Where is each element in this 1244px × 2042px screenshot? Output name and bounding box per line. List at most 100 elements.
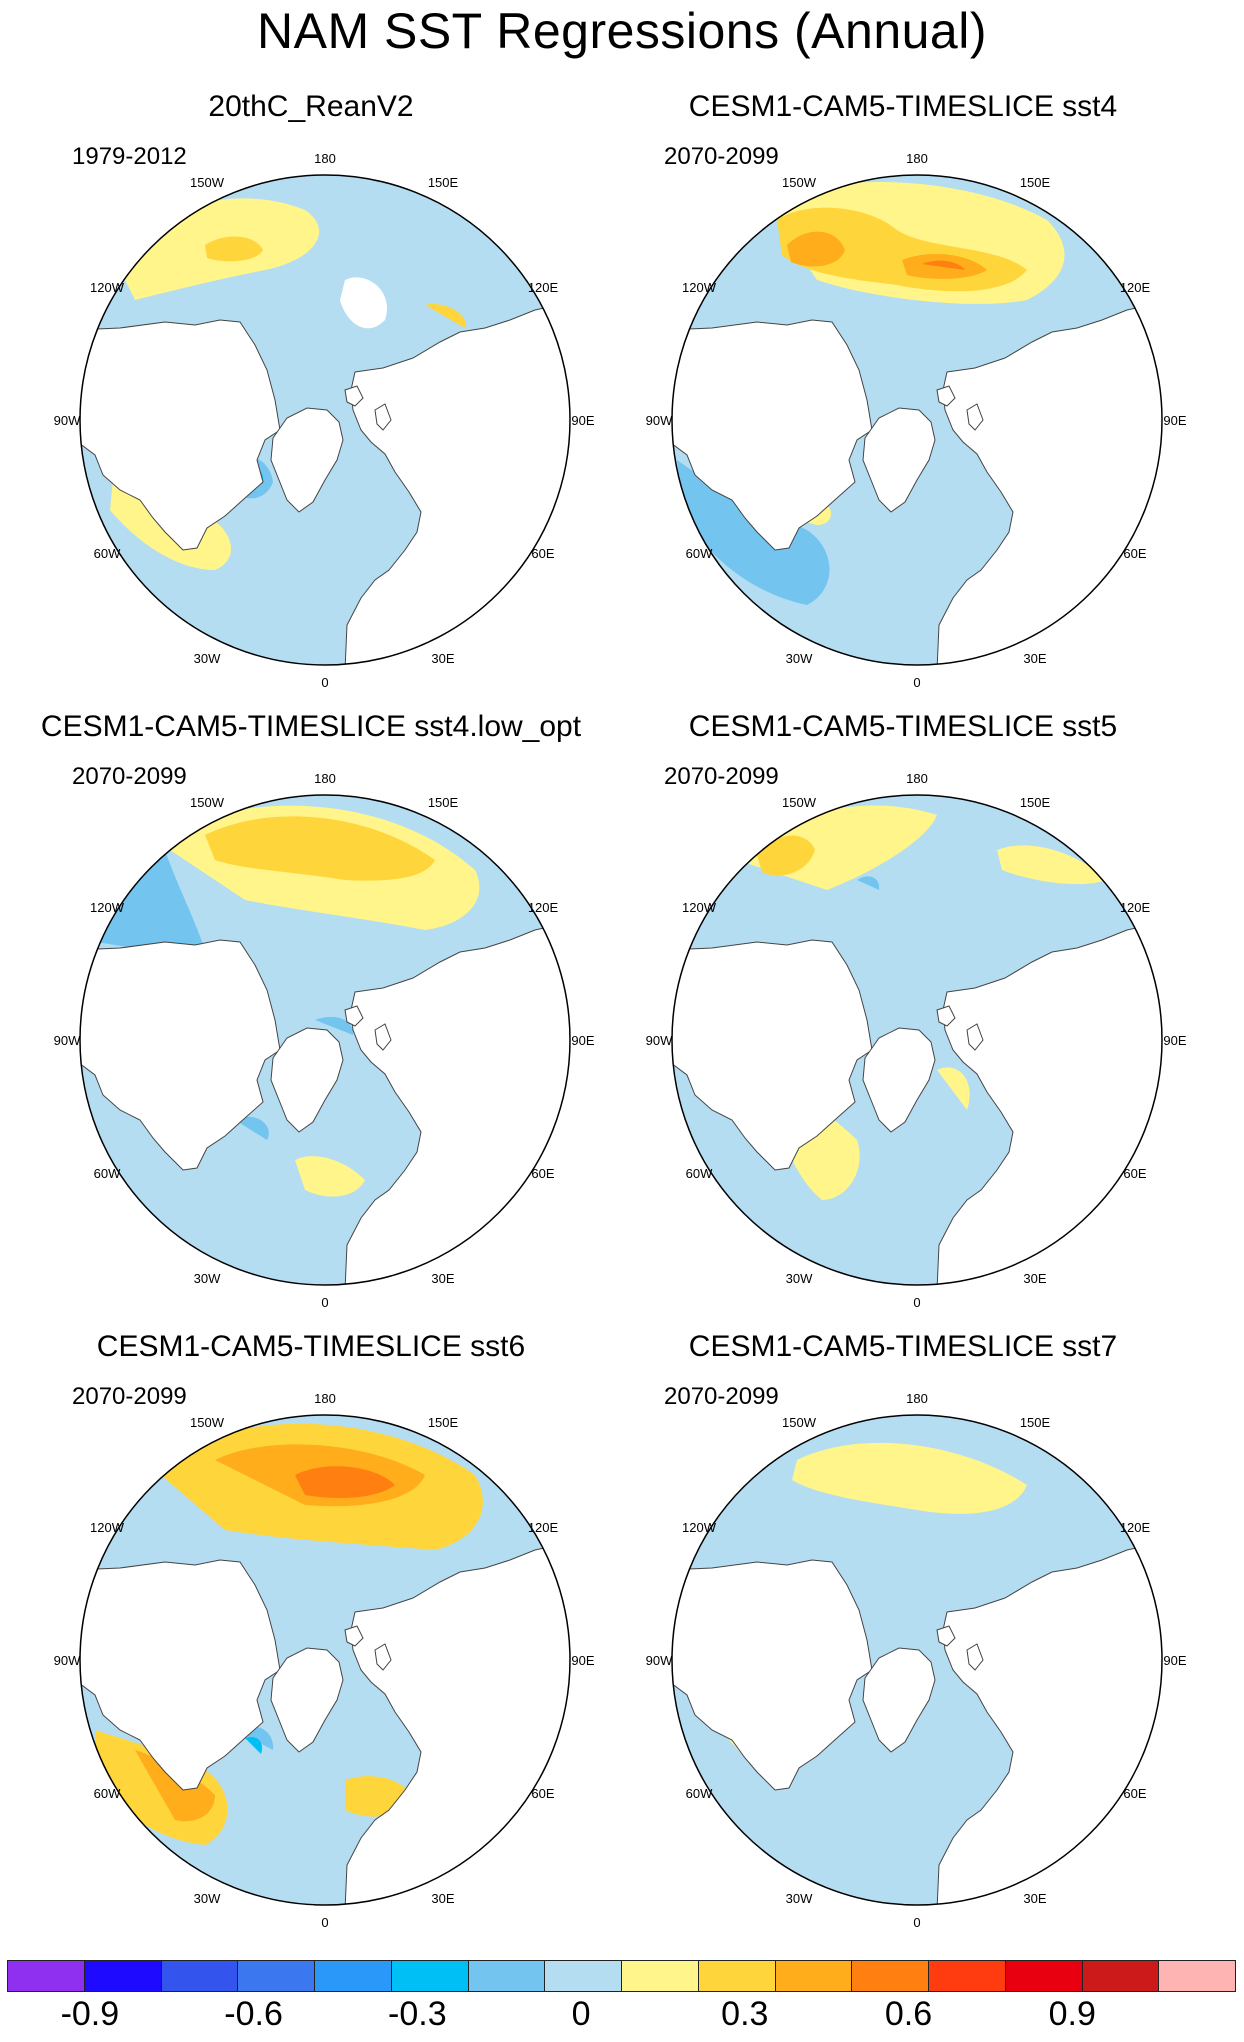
longitude-label: 30W: [194, 1271, 221, 1286]
longitude-label: 30E: [431, 1891, 454, 1906]
colorbar-swatch: [851, 1960, 929, 1992]
longitude-label: 180: [314, 151, 336, 166]
figure-title: NAM SST Regressions (Annual): [256, 3, 987, 59]
landmass: [344, 1005, 364, 1027]
panel-title: CESM1-CAM5-TIMESLICE sst5: [688, 710, 1118, 743]
longitude-label: 0: [913, 1295, 920, 1310]
longitude-label: 60E: [1123, 1166, 1146, 1181]
longitude-label: 150W: [782, 175, 817, 190]
longitude-label: 120E: [1120, 280, 1151, 295]
sst-anomaly-contour: [677, 460, 830, 605]
longitude-label: 90E: [1163, 1653, 1186, 1668]
longitude-label: 120W: [682, 900, 717, 915]
landmass: [672, 939, 873, 1171]
panel-period: 2070-2099: [664, 763, 779, 790]
longitude-label: 150E: [1020, 795, 1051, 810]
colorbar-swatch: [1158, 1960, 1236, 1992]
longitude-label: 120W: [90, 900, 125, 915]
landmass: [374, 1643, 392, 1671]
longitude-label: 30W: [786, 1891, 813, 1906]
map-boundary: [79, 174, 571, 666]
longitude-label: 60E: [531, 1786, 554, 1801]
longitude-label: 60W: [686, 1786, 713, 1801]
sst-anomaly-contour: [997, 845, 1107, 885]
landmass: [862, 1647, 936, 1753]
landmass: [344, 1625, 364, 1647]
landmass: [270, 407, 344, 513]
longitude-label: 30W: [194, 651, 221, 666]
landmass: [80, 319, 281, 551]
longitude-label: 150E: [1020, 175, 1051, 190]
sst-anomaly-contour: [937, 1067, 970, 1110]
longitude-label: 30E: [1023, 1891, 1046, 1906]
map-boundary: [79, 794, 571, 1286]
landmass: [936, 1625, 956, 1647]
longitude-label: 150W: [190, 175, 225, 190]
longitude-label: 180: [906, 151, 928, 166]
longitude-label: 150E: [1020, 1415, 1051, 1430]
longitude-label: 0: [321, 1295, 328, 1310]
sst-anomaly-contour: [205, 236, 263, 262]
sst-anomaly-contour: [135, 1750, 215, 1822]
landmass: [80, 939, 281, 1171]
panel-title: CESM1-CAM5-TIMESLICE sst4: [688, 90, 1118, 123]
longitude-label: 30E: [1023, 1271, 1046, 1286]
longitude-label: 30W: [786, 1271, 813, 1286]
longitude-label: 120W: [682, 280, 717, 295]
longitude-label: 180: [906, 771, 928, 786]
landmass: [966, 403, 984, 431]
landmass: [672, 1559, 873, 1791]
longitude-label: 90E: [571, 1653, 594, 1668]
panel-period: 1979-2012: [72, 143, 187, 170]
map-boundary: [671, 794, 1163, 1286]
longitude-label: 150W: [782, 1415, 817, 1430]
panel-title: 20thC_ReanV2: [208, 90, 414, 123]
colorbar-swatch: [928, 1960, 1006, 1992]
sst-anomaly-contour: [295, 1156, 365, 1197]
panel-sst7: 180 150E 120E 90E 60E 30E 0 30W 60W 90W 120W 150W C…: [592, 1330, 1214, 1950]
longitude-label: 180: [314, 1391, 336, 1406]
panel-sst5: 180 150E 120E 90E 60E 30E 0 30W 60W 90W 120W 150W C…: [592, 710, 1214, 1330]
longitude-label: 120W: [682, 1520, 717, 1535]
longitude-label: 150E: [428, 1415, 459, 1430]
longitude-label: 30E: [431, 1271, 454, 1286]
polar-map: 180 150E 120E 90E 60E 30E 0 30W 60W 90W 120W 150W: [646, 771, 1187, 1310]
landmass: [374, 1023, 392, 1051]
colorbar-tick-label: -0.9: [60, 1995, 120, 2033]
sst-anomaly-contour: [757, 835, 815, 876]
colorbar-swatch: [160, 1960, 239, 1992]
landmass: [862, 1027, 936, 1133]
colorbar-swatches: [7, 1960, 1236, 1992]
landmass: [270, 1027, 344, 1133]
colorbar-swatch: [697, 1960, 776, 1992]
sst-anomaly-contour: [235, 1116, 269, 1140]
map-boundary: [671, 174, 1163, 666]
panel-sst4-low-opt: 180 150E 120E 90E 60E 30E 0 30W 60W 90W 120W 150W C…: [0, 710, 622, 1330]
landmass: [966, 1643, 984, 1671]
panel-title: CESM1-CAM5-TIMESLICE sst7: [688, 1330, 1118, 1363]
polar-map: 180 150E 120E 90E 60E 30E 0 30W 60W 90W 120W 150W: [646, 1391, 1187, 1930]
longitude-label: 60W: [686, 546, 713, 561]
panel-period: 2070-2099: [72, 763, 187, 790]
longitude-label: 120E: [528, 1520, 559, 1535]
longitude-label: 60W: [94, 546, 121, 561]
longitude-label: 180: [906, 1391, 928, 1406]
longitude-label: 150E: [428, 795, 459, 810]
longitude-label: 120E: [528, 900, 559, 915]
colorbar-swatch: [621, 1960, 699, 1992]
longitude-label: 90W: [54, 413, 81, 428]
longitude-label: 0: [321, 1915, 328, 1930]
longitude-label: 120W: [90, 1520, 125, 1535]
longitude-label: 120E: [1120, 1520, 1151, 1535]
colorbar-swatch: [467, 1960, 546, 1992]
colorbar-swatch: [7, 1960, 85, 1992]
longitude-label: 60E: [1123, 546, 1146, 561]
longitude-label: 30E: [431, 651, 454, 666]
panel-title: CESM1-CAM5-TIMESLICE sst6: [96, 1330, 526, 1363]
colorbar-swatch: [237, 1960, 315, 1992]
colorbar-swatch: [390, 1960, 469, 1992]
longitude-label: 150W: [782, 795, 817, 810]
longitude-label: 90E: [571, 413, 594, 428]
colorbar-tick-label: -0.3: [388, 1995, 447, 2033]
longitude-label: 60E: [1123, 1786, 1146, 1801]
